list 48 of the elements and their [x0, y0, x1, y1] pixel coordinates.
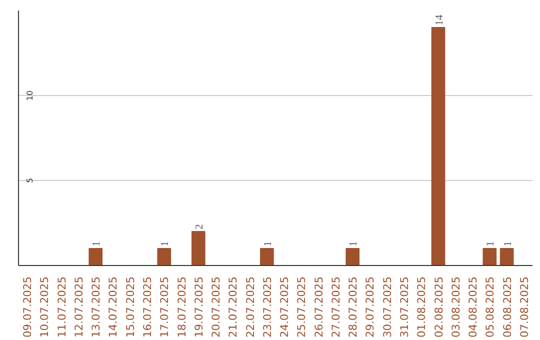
- bar: [482, 248, 497, 266]
- x-tick-label: 17.07.2025: [158, 276, 172, 338]
- bar: [500, 248, 514, 266]
- y-tick-label: 10: [26, 90, 34, 101]
- x-tick-label: 19.07.2025: [192, 276, 206, 338]
- x-tick-label: 28.07.2025: [346, 276, 360, 338]
- data-label: 1: [160, 241, 172, 246]
- x-tick-label: 05.08.2025: [484, 276, 497, 338]
- x-tick-label: 31.07.2025: [398, 276, 411, 338]
- x-tick-label: 20.07.2025: [210, 276, 223, 338]
- bar: [191, 231, 206, 266]
- x-tick-label: 03.08.2025: [449, 276, 462, 338]
- x-tick-label: 12.07.2025: [72, 276, 86, 338]
- x-tick-label: 09.07.2025: [21, 276, 34, 338]
- bar: [431, 27, 446, 266]
- x-tick-label: 21.07.2025: [226, 276, 240, 338]
- x-tick-label: 11.07.2025: [55, 276, 68, 338]
- x-tick-label: 23.07.2025: [260, 276, 274, 338]
- data-label: 1: [348, 241, 360, 246]
- bar: [88, 248, 103, 266]
- x-tick-label: 01.08.2025: [415, 276, 428, 338]
- data-label: 14: [434, 14, 446, 26]
- data-label: 1: [262, 241, 274, 246]
- x-tick-label: 29.07.2025: [364, 276, 377, 338]
- x-tick-label: 30.07.2025: [380, 276, 394, 338]
- x-tick-label: 06.08.2025: [500, 276, 514, 338]
- bar: [260, 248, 274, 266]
- x-tick-label: 22.07.2025: [244, 276, 257, 338]
- x-tick-label: 02.08.2025: [432, 276, 446, 338]
- x-tick-label: 04.08.2025: [466, 276, 480, 338]
- y-tick-label: 5: [26, 178, 34, 184]
- x-tick-label: 24.07.2025: [278, 276, 292, 338]
- x-tick-label: 26.07.2025: [312, 276, 326, 338]
- data-label: 2: [194, 224, 206, 230]
- x-tick-label: 13.07.2025: [90, 276, 103, 338]
- bar: [346, 248, 360, 266]
- x-tick-label: 10.07.2025: [38, 276, 52, 338]
- x-tick-label: 07.08.2025: [518, 276, 531, 338]
- x-tick-label: 27.07.2025: [329, 276, 342, 338]
- x-tick-label: 14.07.2025: [106, 276, 120, 338]
- data-label: 1: [502, 241, 514, 246]
- x-tick-label: 15.07.2025: [124, 276, 137, 338]
- x-tick-label: 16.07.2025: [141, 276, 154, 338]
- x-tick-label: 18.07.2025: [175, 276, 188, 338]
- data-label: 1: [92, 241, 103, 246]
- data-label: 1: [486, 241, 497, 246]
- x-tick-label: 25.07.2025: [295, 276, 308, 338]
- bar: [157, 248, 172, 266]
